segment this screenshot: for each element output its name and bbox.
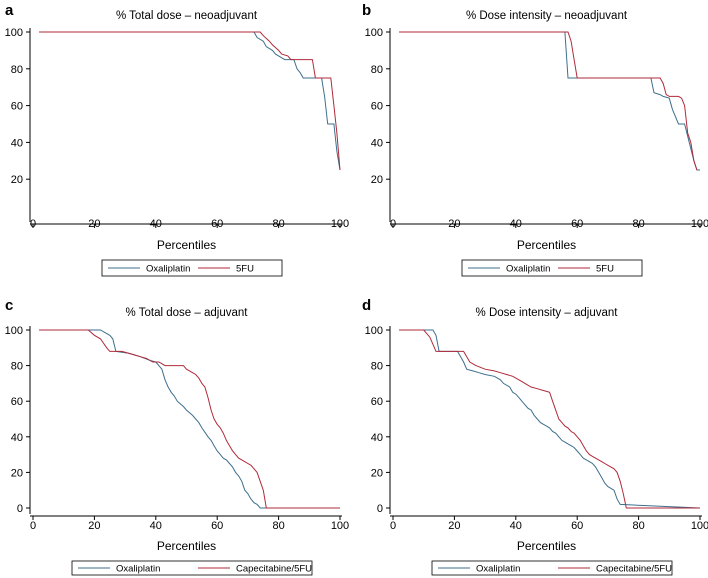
x-tick-label: 80	[272, 218, 284, 230]
x-tick-label: 0	[30, 218, 36, 230]
y-tick-label: 0	[17, 503, 23, 515]
chart-title: % Dose intensity – neoadjuvant	[466, 10, 628, 22]
y-tick-label: 60	[11, 396, 23, 408]
y-tick-label: 40	[371, 432, 383, 444]
legend-label: Oxaliplatin	[506, 264, 550, 275]
x-tick-label: 40	[150, 218, 162, 230]
chart-panel-d: d % Dose intensity – adjuvant 0 20 40 60 80 100…	[362, 297, 708, 576]
x-tick-label: 60	[571, 520, 583, 532]
x-tick-label: 40	[150, 520, 162, 532]
x-axis-label: Percentiles	[157, 539, 216, 553]
legend-box	[71, 560, 313, 576]
chart-title: % Total dose – adjuvant	[126, 307, 249, 319]
legend-label: Capecitabine/5FU	[236, 564, 312, 575]
x-tick-label: 80	[632, 218, 644, 230]
series-line-oxaliplatin	[39, 31, 341, 171]
series-line-fluoropyrimidine	[399, 31, 698, 171]
x-tick-label: 60	[211, 218, 223, 230]
chart-title: % Total dose – neoadjuvant	[116, 10, 258, 22]
series-line-fluoropyrimidine	[39, 31, 341, 171]
y-tick-label: 20	[11, 174, 23, 186]
legend-label: 5FU	[236, 264, 254, 275]
series-line-oxaliplatin	[39, 329, 340, 509]
y-tick-label: 100	[5, 27, 23, 39]
y-tick-label: 80	[371, 64, 383, 76]
x-tick-label: 100	[691, 218, 708, 230]
chart-panel-c: c % Total dose – adjuvant 0 20 40 60 80 100 0 20 4…	[5, 297, 349, 576]
x-tick-label: 40	[510, 218, 522, 230]
x-tick-label: 20	[448, 520, 460, 532]
y-tick-label: 60	[371, 396, 383, 408]
panel-letter: c	[5, 297, 13, 314]
x-tick-label: 20	[88, 520, 100, 532]
y-tick-label: 80	[11, 361, 23, 373]
x-tick-label: 100	[691, 520, 708, 532]
y-tick-label: 40	[371, 137, 383, 149]
legend-box	[101, 259, 283, 277]
x-tick-label: 100	[331, 218, 349, 230]
legend: Oxaliplatin 5FU	[101, 259, 283, 277]
x-tick-label: 20	[88, 218, 100, 230]
legend: Oxaliplatin Capecitabine/5FU	[431, 560, 673, 576]
panel-letter: d	[362, 297, 371, 314]
x-tick-label: 20	[448, 218, 460, 230]
chart-title: % Dose intensity – adjuvant	[476, 307, 619, 319]
panel-letter: a	[5, 2, 14, 19]
x-tick-label: 0	[390, 218, 396, 230]
x-tick-label: 60	[211, 520, 223, 532]
panel-letter: b	[362, 2, 371, 19]
y-tick-label: 80	[371, 361, 383, 373]
y-tick-label: 100	[365, 325, 383, 337]
x-tick-label: 40	[510, 520, 522, 532]
y-tick-label: 40	[11, 432, 23, 444]
legend: Oxaliplatin Capecitabine/5FU	[71, 560, 313, 576]
y-tick-label: 40	[11, 137, 23, 149]
series-line-fluoropyrimidine	[399, 329, 700, 509]
x-axis-label: Percentiles	[517, 238, 576, 252]
y-tick-label: 80	[11, 64, 23, 76]
x-axis-label: Percentiles	[157, 238, 216, 252]
legend-label: Oxaliplatin	[476, 564, 520, 575]
x-tick-label: 60	[571, 218, 583, 230]
y-tick-label: 20	[371, 174, 383, 186]
x-axis-label: Percentiles	[517, 539, 576, 553]
series-line-oxaliplatin	[399, 31, 700, 171]
y-tick-label: 100	[5, 325, 23, 337]
y-tick-label: 20	[11, 467, 23, 479]
legend-label: Capecitabine/5FU	[596, 564, 672, 575]
legend-box	[431, 560, 673, 576]
legend-label: Oxaliplatin	[116, 564, 160, 575]
y-tick-label: 0	[377, 503, 383, 515]
legend: Oxaliplatin 5FU	[461, 259, 643, 277]
legend-box	[461, 259, 643, 277]
chart-panel-a: a % Total dose – neoadjuvant 20 40 60 80 100 0 2…	[5, 2, 349, 277]
y-tick-label: 100	[365, 27, 383, 39]
series-line-fluoropyrimidine	[39, 329, 340, 509]
legend-label: 5FU	[596, 264, 614, 275]
legend-label: Oxaliplatin	[146, 264, 190, 275]
y-tick-label: 60	[11, 101, 23, 113]
series-line-oxaliplatin	[399, 329, 701, 509]
y-tick-label: 60	[371, 101, 383, 113]
x-tick-label: 100	[331, 520, 349, 532]
y-tick-label: 20	[371, 467, 383, 479]
x-tick-label: 80	[632, 520, 644, 532]
x-tick-label: 80	[272, 520, 284, 532]
chart-panel-b: b % Dose intensity – neoadjuvant 20 40 60 80 1…	[362, 2, 708, 277]
x-tick-label: 0	[30, 520, 36, 532]
x-tick-label: 0	[390, 520, 396, 532]
